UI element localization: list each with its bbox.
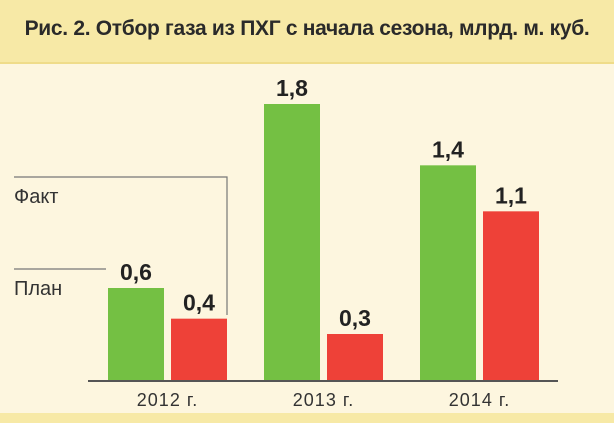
category-label-3: 2014 г. bbox=[449, 390, 510, 410]
value-label-fact-2: 1,8 bbox=[276, 75, 308, 101]
bars-group bbox=[108, 104, 539, 380]
legend-label-plan: План bbox=[14, 278, 62, 300]
bar-plan-1 bbox=[171, 318, 227, 380]
title-bar: Рис. 2. Отбор газа из ПХГ с начала сезон… bbox=[0, 0, 614, 64]
value-label-fact-1: 0,6 bbox=[120, 259, 152, 285]
category-label-2: 2013 г. bbox=[293, 390, 354, 410]
bar-fact-2 bbox=[264, 104, 320, 380]
value-label-plan-1: 0,4 bbox=[183, 290, 215, 316]
bar-plan-2 bbox=[327, 334, 383, 380]
value-label-fact-3: 1,4 bbox=[432, 136, 464, 162]
bar-fact-3 bbox=[420, 165, 476, 380]
value-label-plan-2: 0,3 bbox=[339, 305, 371, 331]
value-labels-group: 0,6 0,4 1,8 0,3 1,4 1,1 bbox=[120, 75, 527, 331]
legend: Факт План bbox=[14, 176, 228, 315]
category-labels-group: 2012 г. 2013 г. 2014 г. bbox=[137, 390, 510, 410]
chart-title: Рис. 2. Отбор газа из ПХГ с начала сезон… bbox=[24, 17, 590, 40]
category-label-1: 2012 г. bbox=[137, 390, 198, 410]
value-label-plan-3: 1,1 bbox=[495, 182, 527, 208]
bar-fact-1 bbox=[108, 288, 164, 380]
legend-label-fact: Факт bbox=[14, 186, 58, 208]
legend-leader-fact bbox=[14, 176, 228, 315]
bottom-strip bbox=[0, 413, 614, 423]
bar-plan-3 bbox=[483, 211, 539, 380]
